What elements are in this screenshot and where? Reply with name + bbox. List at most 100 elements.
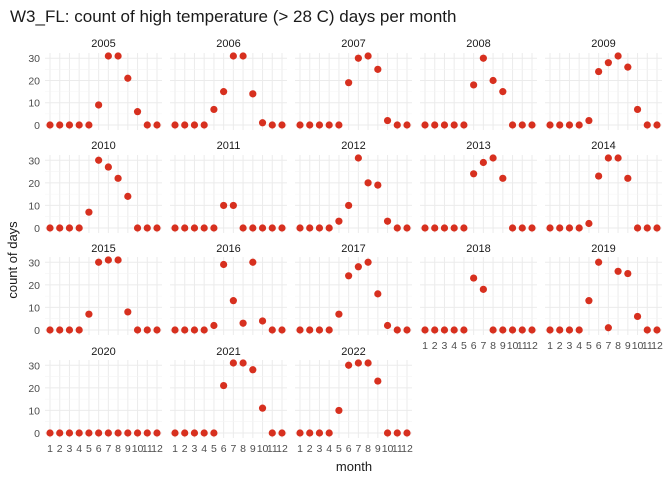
data-point bbox=[489, 154, 497, 162]
x-tick-label: 8 bbox=[615, 340, 621, 352]
panel-year-label: 2011 bbox=[217, 140, 241, 152]
data-point bbox=[479, 285, 487, 293]
data-point bbox=[556, 326, 564, 334]
data-point bbox=[220, 381, 228, 390]
data-point bbox=[421, 224, 429, 232]
y-tick-label: 30 bbox=[28, 155, 40, 167]
data-point bbox=[249, 366, 257, 374]
data-point bbox=[268, 224, 276, 232]
data-point bbox=[489, 326, 497, 334]
data-point bbox=[393, 121, 401, 129]
data-point bbox=[239, 52, 247, 60]
data-point bbox=[421, 326, 429, 334]
data-point bbox=[200, 429, 208, 437]
data-point bbox=[171, 121, 179, 129]
data-point bbox=[190, 326, 199, 334]
data-point bbox=[258, 404, 267, 412]
facet-panel-2012: 2012 bbox=[295, 140, 412, 233]
data-point bbox=[210, 429, 218, 437]
data-point bbox=[153, 429, 161, 437]
data-point bbox=[403, 121, 411, 129]
data-point bbox=[518, 121, 526, 129]
x-tick-label: 10 bbox=[382, 443, 394, 455]
data-point bbox=[479, 54, 487, 62]
data-point bbox=[354, 154, 362, 162]
facet-panel-2007: 2007 bbox=[295, 38, 412, 130]
y-tick-label: 20 bbox=[28, 383, 40, 395]
data-point bbox=[85, 121, 93, 129]
data-point bbox=[508, 326, 517, 334]
data-point bbox=[595, 258, 603, 266]
data-point bbox=[528, 224, 536, 232]
x-tick-label: 8 bbox=[490, 340, 496, 352]
data-point bbox=[258, 317, 267, 325]
data-point bbox=[470, 274, 478, 282]
data-point bbox=[171, 224, 179, 232]
data-point bbox=[114, 256, 122, 264]
x-tick-label: 9 bbox=[125, 443, 131, 455]
x-tick-label: 4 bbox=[451, 340, 457, 352]
data-point bbox=[614, 154, 622, 162]
data-point bbox=[431, 326, 439, 334]
data-point bbox=[143, 429, 151, 437]
data-point bbox=[614, 267, 622, 275]
data-point bbox=[470, 170, 478, 178]
data-point bbox=[653, 326, 661, 334]
data-point bbox=[239, 319, 247, 327]
facet-panel-2015: 2015 0 10 20 30 bbox=[28, 243, 162, 337]
data-point bbox=[296, 224, 304, 232]
data-point bbox=[306, 326, 314, 334]
panel-year-label: 2014 bbox=[591, 140, 615, 152]
facet-panel-2013: 2013 bbox=[420, 140, 537, 233]
data-point bbox=[65, 121, 74, 129]
x-tick-label: 3 bbox=[192, 443, 198, 455]
panel-year-label: 2018 bbox=[466, 243, 490, 255]
data-point bbox=[229, 297, 237, 305]
x-tick-label: 5 bbox=[461, 340, 467, 352]
data-point bbox=[249, 258, 257, 266]
panel-year-label: 2015 bbox=[91, 243, 115, 255]
x-tick-label: 7 bbox=[605, 340, 611, 352]
x-tick-label: 1 bbox=[547, 340, 553, 352]
data-point bbox=[181, 121, 189, 129]
y-tick-label: 10 bbox=[28, 200, 40, 212]
data-point bbox=[124, 74, 132, 82]
x-tick-label: 7 bbox=[480, 340, 486, 352]
x-tick-label: 1 bbox=[47, 443, 53, 455]
y-tick-label: 30 bbox=[28, 53, 40, 65]
data-point bbox=[450, 326, 458, 334]
data-point bbox=[546, 121, 554, 129]
data-point bbox=[65, 429, 74, 437]
data-point bbox=[604, 154, 612, 162]
y-tick-label: 0 bbox=[34, 120, 40, 132]
data-point bbox=[190, 224, 199, 232]
data-point bbox=[133, 326, 142, 334]
data-point bbox=[56, 224, 64, 232]
data-point bbox=[440, 224, 449, 232]
data-point bbox=[65, 224, 74, 232]
facet-panel-2009: 2009 bbox=[545, 38, 662, 130]
x-tick-label: 9 bbox=[625, 340, 631, 352]
data-point bbox=[450, 224, 458, 232]
data-point bbox=[268, 121, 276, 129]
data-point bbox=[335, 217, 343, 225]
data-point bbox=[85, 429, 93, 437]
data-point bbox=[171, 429, 179, 437]
x-tick-label: 3 bbox=[442, 340, 448, 352]
x-tick-label: 11 bbox=[517, 340, 528, 352]
data-point bbox=[220, 88, 228, 96]
data-point bbox=[354, 359, 362, 367]
data-point bbox=[624, 174, 632, 182]
data-point bbox=[624, 63, 632, 71]
x-tick-label: 3 bbox=[67, 443, 73, 455]
data-point bbox=[556, 224, 564, 232]
data-point bbox=[383, 116, 392, 125]
x-tick-label: 10 bbox=[632, 340, 644, 352]
data-point bbox=[460, 121, 468, 129]
data-point bbox=[133, 224, 142, 232]
panel-year-label: 2009 bbox=[591, 38, 615, 50]
data-point bbox=[460, 326, 468, 334]
x-tick-label: 8 bbox=[365, 443, 371, 455]
data-point bbox=[450, 121, 458, 129]
